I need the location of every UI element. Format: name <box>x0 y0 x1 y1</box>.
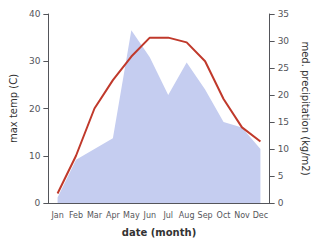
svg-text:May: May <box>123 211 140 220</box>
svg-text:Feb: Feb <box>69 211 83 220</box>
svg-text:Jul: Jul <box>162 211 173 220</box>
svg-text:Oct: Oct <box>217 211 231 220</box>
svg-text:date (month): date (month) <box>122 227 196 238</box>
svg-text:15: 15 <box>278 117 289 127</box>
svg-text:0: 0 <box>278 198 284 208</box>
svg-text:30: 30 <box>29 56 41 66</box>
svg-text:0: 0 <box>35 198 41 208</box>
svg-text:Mar: Mar <box>87 211 103 220</box>
svg-text:Nov: Nov <box>234 211 250 220</box>
svg-text:35: 35 <box>278 9 289 19</box>
svg-text:Dec: Dec <box>253 211 268 220</box>
svg-text:max temp (C): max temp (C) <box>8 74 19 143</box>
svg-text:Apr: Apr <box>106 211 121 220</box>
svg-text:Jan: Jan <box>50 211 63 220</box>
svg-text:Jun: Jun <box>143 211 157 220</box>
svg-text:med. precipitation (kg/m2): med. precipitation (kg/m2) <box>300 41 311 175</box>
svg-text:25: 25 <box>278 63 289 73</box>
svg-text:Aug: Aug <box>179 211 195 220</box>
svg-text:40: 40 <box>29 9 41 19</box>
svg-text:20: 20 <box>278 90 290 100</box>
svg-text:Sep: Sep <box>198 211 213 220</box>
svg-text:20: 20 <box>29 104 41 114</box>
svg-text:10: 10 <box>278 144 290 154</box>
svg-text:10: 10 <box>29 151 41 161</box>
svg-text:30: 30 <box>278 36 290 46</box>
svg-text:5: 5 <box>278 171 284 181</box>
